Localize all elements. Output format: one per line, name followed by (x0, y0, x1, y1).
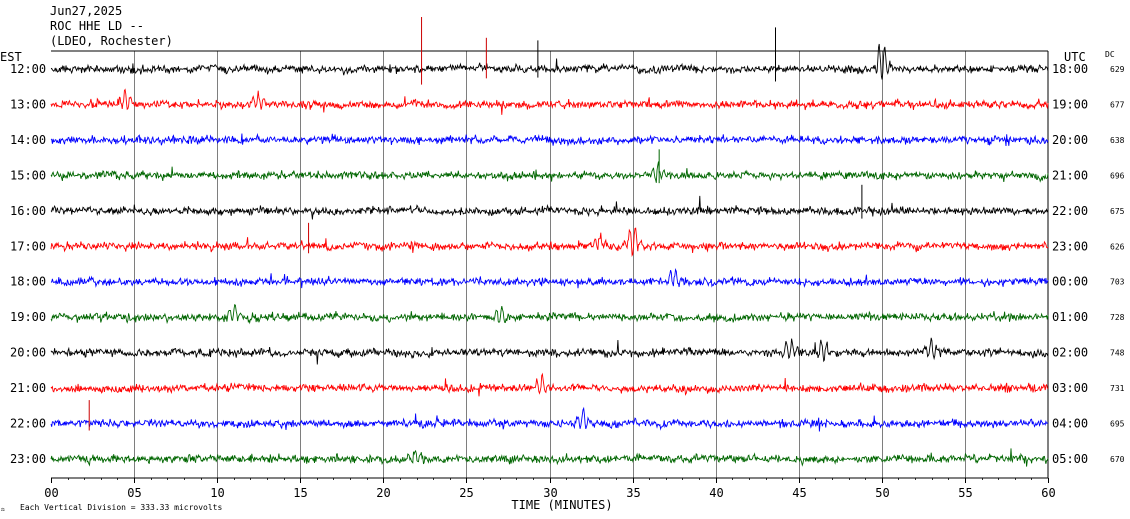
utc-label-1800: 18:00 (1052, 62, 1088, 76)
utc-label-0100: 01:00 (1052, 310, 1088, 324)
utc-label-2200: 22:00 (1052, 204, 1088, 218)
date-label: Jun27,2025 (50, 4, 123, 18)
x-axis-title: TIME (MINUTES) (511, 498, 612, 512)
x-tick-label: 25 (459, 486, 473, 500)
dc-value-4: 675 (1110, 207, 1125, 216)
x-tick-label: 10 (210, 486, 224, 500)
logo-mark: ⚖ (1, 506, 5, 513)
est-label-2100: 21:00 (10, 381, 46, 395)
trace-layer (50, 17, 1049, 467)
x-tick-label: 50 (875, 486, 889, 500)
x-tick-label: 40 (709, 486, 723, 500)
utc-label-0400: 04:00 (1052, 417, 1088, 431)
trace-1600 (50, 195, 1049, 220)
dc-value-5: 626 (1110, 242, 1125, 251)
station-label: ROC HHE LD -- (50, 19, 144, 33)
dc-value-2: 638 (1110, 136, 1125, 145)
utc-label-2300: 23:00 (1052, 239, 1088, 253)
dc-value-3: 696 (1110, 171, 1125, 180)
est-label-2300: 23:00 (10, 452, 46, 466)
dc-value-9: 731 (1110, 384, 1125, 393)
dc-value-1: 677 (1110, 100, 1125, 109)
network-label: (LDEO, Rochester) (50, 34, 173, 48)
label-layer: 00 05 10 15 20 25 30 35 40 45 50 55 60 EST UTC DC TIME (… (0, 50, 1125, 513)
est-label-1800: 18:00 (10, 275, 46, 289)
trace-1300 (50, 88, 1049, 115)
utc-label-0200: 02:00 (1052, 346, 1088, 360)
dc-value-0: 629 (1110, 65, 1125, 74)
utc-label-2100: 21:00 (1052, 168, 1088, 182)
dc-value-11: 670 (1110, 455, 1125, 464)
trace-1500 (50, 161, 1049, 183)
utc-label-0000: 00:00 (1052, 275, 1088, 289)
trace-2300 (50, 448, 1049, 467)
utc-axis-label: UTC (1064, 50, 1086, 64)
x-tick-label: 45 (792, 486, 806, 500)
trace-1800 (50, 267, 1049, 289)
trace-1900 (50, 303, 1049, 325)
utc-label-2000: 20:00 (1052, 133, 1088, 147)
trace-2000 (50, 337, 1049, 365)
x-tick-label: 30 (543, 486, 557, 500)
est-label-1500: 15:00 (10, 168, 46, 182)
x-tick-label: 55 (958, 486, 972, 500)
utc-label-0500: 05:00 (1052, 452, 1088, 466)
utc-label-1900: 19:00 (1052, 97, 1088, 111)
trace-1200 (50, 43, 1049, 80)
x-tick-label: 35 (626, 486, 640, 500)
x-tick-label: 15 (293, 486, 307, 500)
est-label-2200: 22:00 (10, 417, 46, 431)
dc-value-6: 703 (1110, 278, 1125, 287)
est-label-1600: 16:00 (10, 204, 46, 218)
x-tick-label: 00 (44, 486, 58, 500)
dc-value-7: 728 (1110, 313, 1125, 322)
dc-value-8: 748 (1110, 349, 1125, 358)
est-label-1300: 13:00 (10, 97, 46, 111)
x-tick-label: 05 (127, 486, 141, 500)
scale-note: Each Vertical Division = 333.33 microvol… (20, 503, 222, 512)
trace-2200 (50, 406, 1049, 432)
est-label-1900: 19:00 (10, 310, 46, 324)
trace-1400 (50, 132, 1049, 147)
dc-axis-label: DC (1105, 50, 1115, 59)
est-label-1200: 12:00 (10, 62, 46, 76)
est-label-1400: 14:00 (10, 133, 46, 147)
utc-label-0300: 03:00 (1052, 381, 1088, 395)
dc-value-10: 695 (1110, 420, 1125, 429)
trace-2100 (50, 372, 1049, 397)
est-label-1700: 17:00 (10, 239, 46, 253)
trace-1700 (50, 227, 1049, 258)
x-tick-label: 60 (1041, 486, 1055, 500)
est-axis-label: EST (0, 50, 22, 64)
x-tick-label: 20 (376, 486, 390, 500)
grid-layer (51, 50, 1049, 483)
est-label-2000: 20:00 (10, 346, 46, 360)
